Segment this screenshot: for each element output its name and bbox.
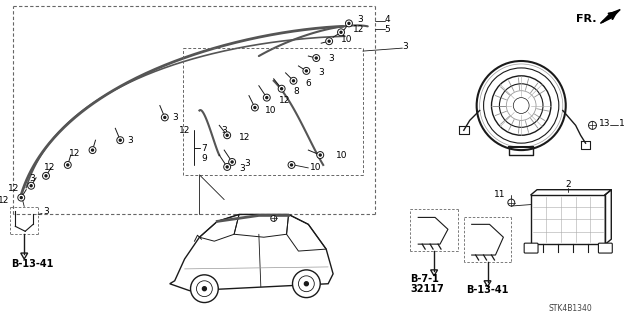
Text: 3: 3 (127, 136, 133, 145)
Text: 12: 12 (278, 96, 290, 105)
Circle shape (119, 139, 121, 141)
Circle shape (346, 20, 353, 27)
Text: 3: 3 (328, 54, 334, 63)
Polygon shape (600, 10, 620, 23)
Circle shape (348, 22, 350, 24)
FancyBboxPatch shape (524, 243, 538, 253)
Circle shape (278, 85, 285, 92)
Circle shape (116, 137, 124, 144)
Text: 3: 3 (29, 174, 35, 183)
Circle shape (89, 147, 96, 153)
Text: 3: 3 (172, 113, 177, 122)
Text: 12: 12 (353, 25, 364, 34)
Text: B-7-1: B-7-1 (410, 274, 439, 284)
Circle shape (340, 31, 342, 33)
Text: 3: 3 (244, 160, 250, 168)
Circle shape (28, 182, 35, 189)
FancyBboxPatch shape (598, 243, 612, 253)
Circle shape (67, 164, 68, 166)
Text: 3: 3 (43, 207, 49, 216)
Text: 13: 13 (600, 119, 611, 128)
Text: 1: 1 (620, 119, 625, 128)
Text: 12: 12 (0, 196, 9, 205)
Circle shape (254, 107, 256, 108)
Circle shape (508, 199, 515, 206)
Text: 8: 8 (294, 87, 300, 96)
Circle shape (290, 77, 297, 84)
Circle shape (224, 163, 230, 170)
Circle shape (326, 38, 333, 45)
Circle shape (271, 215, 276, 221)
Text: 3: 3 (318, 68, 324, 78)
Circle shape (313, 55, 320, 62)
Circle shape (280, 88, 283, 90)
Circle shape (337, 29, 344, 36)
Text: 12: 12 (179, 126, 190, 135)
Text: 11: 11 (493, 190, 505, 199)
Text: 3: 3 (221, 126, 227, 135)
Text: 12: 12 (69, 149, 81, 158)
Circle shape (92, 149, 93, 151)
Circle shape (328, 40, 330, 42)
Circle shape (252, 104, 259, 111)
Circle shape (317, 152, 324, 159)
Circle shape (164, 116, 166, 118)
Text: 12: 12 (8, 184, 19, 193)
Circle shape (298, 276, 314, 292)
Text: 3: 3 (357, 15, 363, 24)
Circle shape (191, 275, 218, 302)
Text: 7: 7 (202, 144, 207, 152)
Text: 10: 10 (341, 35, 353, 44)
Circle shape (292, 80, 294, 82)
Circle shape (288, 161, 295, 168)
Text: 2: 2 (565, 180, 570, 189)
Circle shape (42, 172, 49, 179)
Circle shape (231, 161, 233, 163)
Text: 10: 10 (265, 106, 276, 115)
Text: STK4B1340: STK4B1340 (549, 304, 593, 313)
Text: 4: 4 (385, 15, 390, 24)
Text: 12: 12 (44, 163, 56, 172)
Circle shape (45, 175, 47, 177)
Text: B-13-41: B-13-41 (12, 259, 54, 269)
Circle shape (319, 154, 321, 156)
Text: 10: 10 (310, 163, 322, 172)
Circle shape (18, 194, 25, 201)
Text: 32117: 32117 (410, 284, 444, 294)
Text: 5: 5 (385, 25, 390, 34)
Circle shape (291, 164, 292, 166)
Text: 3: 3 (239, 164, 244, 174)
Text: 6: 6 (305, 79, 311, 88)
Text: FR.: FR. (575, 14, 596, 25)
Circle shape (196, 281, 212, 297)
Text: B-13-41: B-13-41 (466, 285, 508, 295)
Circle shape (305, 70, 307, 72)
Circle shape (64, 161, 71, 168)
Circle shape (161, 114, 168, 121)
Circle shape (589, 122, 596, 129)
Circle shape (226, 134, 228, 136)
Circle shape (30, 185, 32, 187)
Circle shape (263, 94, 270, 101)
Text: 12: 12 (239, 133, 250, 142)
Text: 9: 9 (202, 153, 207, 162)
Circle shape (202, 287, 206, 291)
Text: 10: 10 (336, 151, 348, 160)
Circle shape (228, 159, 236, 166)
Circle shape (305, 282, 308, 286)
Circle shape (303, 67, 310, 74)
Circle shape (292, 270, 320, 298)
Text: 3: 3 (403, 42, 408, 51)
Circle shape (20, 197, 22, 199)
Circle shape (224, 132, 230, 139)
Circle shape (316, 57, 317, 59)
Circle shape (226, 166, 228, 168)
Circle shape (477, 61, 566, 150)
Circle shape (266, 97, 268, 99)
